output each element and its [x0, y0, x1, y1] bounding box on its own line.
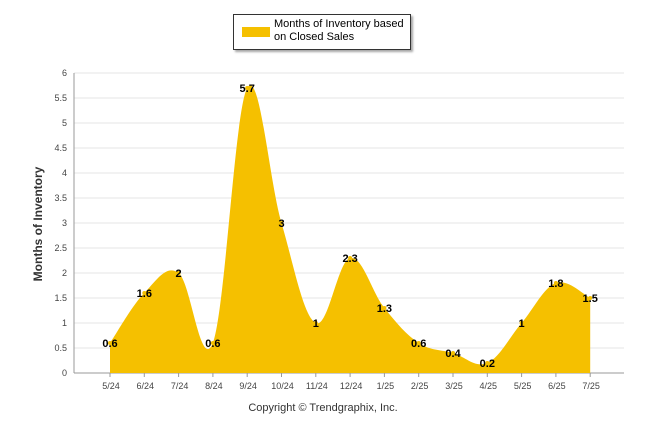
y-tick-labels: 0 0.5 1 1.5 2 2.5 3 3.5 4 4.5 5 5.5 6: [54, 68, 67, 378]
y-tick-label: 5.5: [54, 93, 67, 103]
x-tick-label: 6/25: [548, 381, 566, 391]
data-point: [245, 86, 250, 90]
y-tick-label: 2: [62, 268, 67, 278]
data-label: 0.6: [205, 338, 220, 350]
x-tick-label: 7/24: [171, 381, 189, 391]
x-tick-label: 2/25: [411, 381, 429, 391]
data-label: 0.4: [445, 348, 461, 360]
data-label: 1.5: [583, 293, 598, 305]
x-tick-label: 3/25: [445, 381, 463, 391]
y-tick-label: 1.5: [54, 293, 67, 303]
data-point: [485, 361, 490, 365]
data-label: 0.2: [480, 358, 495, 370]
x-tick-label: 5/25: [514, 381, 532, 391]
y-tick-label: 4: [62, 168, 67, 178]
legend: Months of Inventory based on Closed Sale…: [233, 14, 411, 50]
y-tick-label: 0: [62, 368, 67, 378]
x-tick-label: 11/24: [306, 381, 328, 391]
data-point: [313, 321, 318, 325]
x-tick-label: 12/24: [340, 381, 363, 391]
legend-swatch: [242, 27, 270, 37]
copyright-text: Copyright © Trendgraphix, Inc.: [248, 402, 398, 414]
y-tick-label: 4.5: [54, 143, 67, 153]
x-tick-label: 4/25: [480, 381, 498, 391]
x-tick-label: 9/24: [239, 381, 257, 391]
data-label: 2.3: [342, 253, 357, 265]
data-labels: 0.6 1.6 2 0.6 5.7 3 1 2.3 1.3 0.6 0.4 0.2 1 1.8 1.5: [102, 83, 597, 370]
x-tick-label: 6/24: [137, 381, 155, 391]
y-tick-label: 3.5: [54, 193, 67, 203]
data-point: [588, 296, 593, 300]
series-area-fill: [110, 85, 591, 373]
data-point: [142, 291, 147, 295]
data-label: 2: [176, 268, 182, 280]
y-tick-label: 0.5: [54, 343, 67, 353]
x-tick-label: 8/24: [205, 381, 223, 391]
data-label: 5.7: [240, 83, 255, 95]
x-tick-label: 5/24: [102, 381, 120, 391]
data-label: 1: [313, 318, 319, 330]
data-point: [416, 341, 421, 345]
x-tick-label: 1/25: [377, 381, 395, 391]
data-point: [210, 341, 215, 345]
data-label: 0.6: [102, 338, 117, 350]
data-point: [382, 306, 387, 310]
data-label: 1.6: [137, 288, 152, 300]
y-tick-label: 2.5: [54, 243, 67, 253]
data-point: [108, 341, 112, 345]
legend-label: Months of Inventory based on Closed Sale…: [274, 18, 404, 43]
y-tick-label: 3: [62, 218, 67, 228]
y-tick-label: 1: [62, 318, 67, 328]
x-tick-labels: 5/24 6/24 7/24 8/24 9/24 10/24 11/24 12/24 1/25 2…: [102, 373, 600, 391]
data-point: [519, 321, 524, 325]
series-area: [108, 85, 593, 373]
data-point: [176, 271, 181, 275]
data-label: 0.6: [411, 338, 426, 350]
data-point: [348, 256, 353, 260]
x-tick-label: 7/25: [582, 381, 600, 391]
data-label: 1: [519, 318, 525, 330]
y-tick-label: 5: [62, 118, 67, 128]
data-label: 1.8: [548, 278, 563, 290]
x-tick-label: 10/24: [271, 381, 294, 391]
y-axis-label: Months of Inventory: [31, 166, 45, 282]
data-point: [279, 221, 284, 225]
y-tick-label: 6: [62, 68, 67, 78]
data-point: [451, 351, 455, 355]
data-label: 3: [278, 218, 284, 230]
data-point: [553, 281, 558, 285]
data-label: 1.3: [377, 303, 392, 315]
